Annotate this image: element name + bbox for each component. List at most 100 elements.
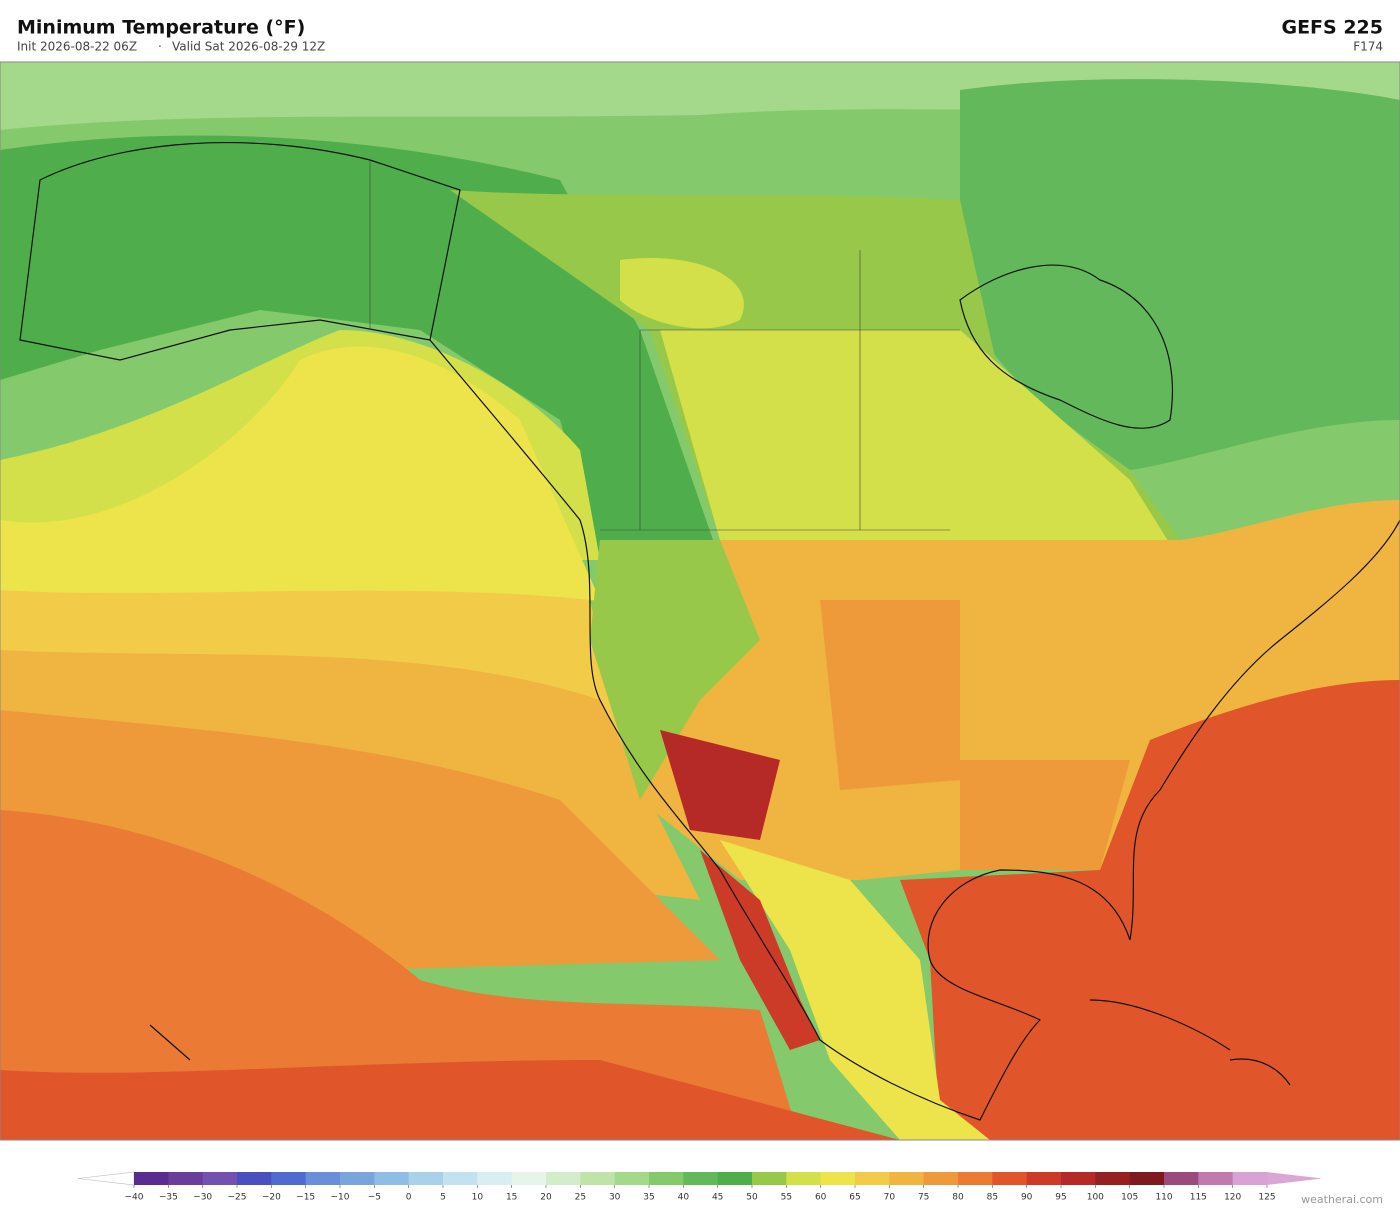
colorbar-swatch <box>511 1172 547 1185</box>
colorbar-tick-label: −10 <box>331 1193 350 1203</box>
colorbar-swatch <box>408 1172 444 1185</box>
colorbar-swatch <box>889 1172 925 1185</box>
colorbar-tick-label: 85 <box>987 1193 998 1203</box>
pacific-band-7 <box>0 1060 900 1140</box>
colorbar-tick-label: 110 <box>1155 1193 1172 1203</box>
colorbar-tick-label: 45 <box>712 1193 723 1203</box>
colorbar-swatch <box>992 1172 1028 1185</box>
plains-warm <box>820 600 960 790</box>
colorbar-swatch <box>958 1172 993 1185</box>
warm-patch <box>620 258 744 329</box>
forecast-hour: F174 <box>1353 40 1383 54</box>
colorbar-swatch <box>786 1172 822 1185</box>
colorbar-tick-label: 75 <box>918 1193 929 1203</box>
colorbar-tick-label: −35 <box>159 1193 178 1203</box>
colorbar-tick-label: −25 <box>228 1193 247 1203</box>
colorbar-tick-label: 100 <box>1087 1193 1104 1203</box>
colorbar-tick-label: −15 <box>296 1193 315 1203</box>
coastline-main <box>429 339 1400 1121</box>
arctic-zone <box>0 62 1400 130</box>
colorbar-tick-label: 50 <box>746 1193 758 1203</box>
valid-time: Valid Sat 2026-08-29 12Z <box>172 40 325 54</box>
us-interior <box>590 500 1400 880</box>
colorbar-tick-label: 15 <box>506 1193 517 1203</box>
southern-canada <box>660 330 1180 560</box>
map <box>0 61 1400 1141</box>
colorbar-over <box>1267 1172 1322 1185</box>
colorbar-tick-label: 125 <box>1258 1193 1275 1203</box>
colorbar-under <box>77 1171 135 1186</box>
colorbar-swatch <box>923 1172 959 1185</box>
coastline-hudson-bay <box>959 264 1174 429</box>
atlantic-gulf <box>900 680 1400 1140</box>
colorbar-swatch <box>649 1172 684 1185</box>
colorbar-tick-label: 120 <box>1224 1193 1241 1203</box>
colorbar-tick-label: 55 <box>781 1193 792 1203</box>
map-frame <box>0 61 1400 1141</box>
eastern-arctic <box>960 79 1400 470</box>
colorbar-tick-label: 30 <box>609 1193 621 1203</box>
colorbar-tick-label: 90 <box>1021 1193 1033 1203</box>
southeast-us <box>960 760 1130 870</box>
colorbar-swatch <box>1061 1172 1096 1185</box>
colorbar-swatch <box>1232 1172 1268 1185</box>
colorbar-tick-label: 95 <box>1055 1193 1066 1203</box>
colorbar-swatch <box>168 1172 204 1185</box>
colorbar-tick-label: −20 <box>262 1193 281 1203</box>
colorbar-tick-label: 80 <box>952 1193 964 1203</box>
colorbar-swatch <box>340 1172 375 1185</box>
colorbar-swatch <box>271 1172 307 1185</box>
colorbar: −40 −35 −30 −25 −20 −15 −10 −5 0 5 10 15 20 25 30 35 40 4… <box>77 1171 1322 1203</box>
colorbar-swatch <box>580 1172 616 1185</box>
colorbar-swatch <box>820 1172 856 1185</box>
colorbar-swatch <box>717 1172 753 1185</box>
colorbar-swatch <box>305 1172 341 1185</box>
colorbar-tick-label: 60 <box>815 1193 827 1203</box>
colorbar-tick-label: −40 <box>125 1193 144 1203</box>
colorbar-tick-label: 65 <box>849 1193 860 1203</box>
colorbar-tick-label: 35 <box>643 1193 654 1203</box>
colorbar-tick-label: 40 <box>678 1193 690 1203</box>
colorbar-swatch <box>443 1172 478 1185</box>
colorbar-swatch <box>683 1172 719 1185</box>
colorbar-swatch <box>1026 1172 1062 1185</box>
colorbar-swatch <box>855 1172 890 1185</box>
init-time: Init 2026-08-22 06Z <box>17 40 137 54</box>
separator: · <box>158 40 162 54</box>
colorbar-tick-label: 25 <box>575 1193 586 1203</box>
colorbar-swatch <box>1095 1172 1131 1185</box>
colorbar-swatch <box>237 1172 272 1185</box>
colorbar-tick-label: −30 <box>193 1193 212 1203</box>
pacific-band-6 <box>0 810 800 1140</box>
colorbar-tick-label: 5 <box>440 1193 446 1203</box>
colorbar-tick-label: 105 <box>1121 1193 1138 1203</box>
colorbar-swatch <box>134 1172 169 1185</box>
colorbar-swatch <box>1198 1172 1234 1185</box>
colorbar-swatch <box>1164 1172 1199 1185</box>
coastline-alaska <box>19 142 461 361</box>
desert-southwest <box>660 730 780 840</box>
pacific-band-2 <box>0 346 600 620</box>
colorbar-swatch <box>374 1172 410 1185</box>
colorbar-tick-label: 10 <box>472 1193 484 1203</box>
mexico-highlands <box>720 840 990 1140</box>
borders <box>369 160 960 531</box>
gulf-of-california <box>700 850 820 1050</box>
colorbar-tick-label: −5 <box>368 1193 381 1203</box>
title: Minimum Temperature (°F) <box>17 17 305 39</box>
colorbar-swatch <box>546 1172 581 1185</box>
coastline-islands <box>149 999 1291 1086</box>
colorbar-swatch <box>1129 1172 1165 1185</box>
colorbar-swatch <box>614 1172 650 1185</box>
colorbar-swatch <box>202 1172 238 1185</box>
model-label: GEFS 225 <box>1281 17 1383 39</box>
colorbar-tick-label: 0 <box>406 1193 412 1203</box>
colorbar-tick-label: 20 <box>540 1193 552 1203</box>
colorbar-tick-label: 70 <box>884 1193 896 1203</box>
colorbar-swatch <box>752 1172 787 1185</box>
colorbar-tick-label: 115 <box>1190 1193 1207 1203</box>
northwest-us <box>590 540 760 800</box>
colorbar-swatch <box>477 1172 513 1185</box>
watermark: weatherai.com <box>1301 1193 1383 1206</box>
